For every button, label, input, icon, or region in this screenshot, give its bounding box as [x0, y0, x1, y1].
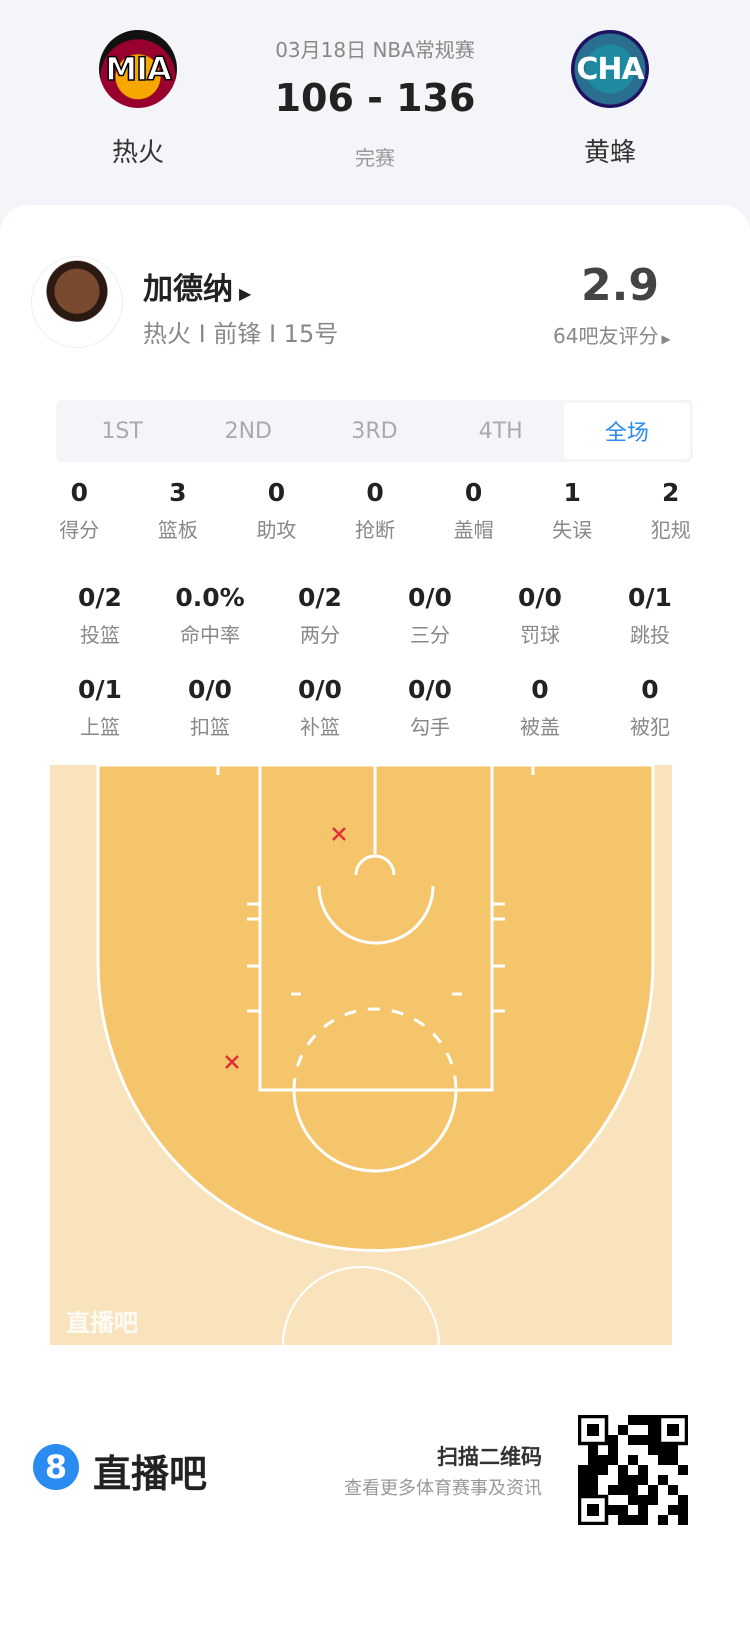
stat-label: 上篮 — [80, 715, 120, 739]
stat-value: 0/0 — [408, 583, 452, 612]
stat-label: 抢断 — [355, 518, 396, 542]
stat-item: 0 助攻 — [227, 478, 326, 543]
player-name: 加德纳 — [143, 272, 233, 307]
stat-label: 犯规 — [650, 518, 691, 542]
stat-label: 补篮 — [300, 715, 340, 739]
caret-right-icon: ▶ — [661, 332, 671, 346]
stat-value: 0 — [366, 478, 384, 507]
stat-value: 0 — [641, 675, 659, 704]
stat-value: 0/0 — [408, 675, 452, 704]
score: 106 - 136 — [274, 76, 476, 120]
stats-row-basic: 0 得分 3 篮板 0 助攻 0 抢断 0 盖帽 1 失误 2 犯规 — [30, 478, 720, 543]
stat-value: 3 — [169, 478, 187, 507]
game-date-league: 03月18日 NBA常规赛 — [275, 38, 475, 62]
stat-item: 1 失误 — [523, 478, 622, 543]
stat-value: 0 — [267, 478, 286, 507]
shot-miss-marker — [225, 1055, 239, 1069]
shot-miss-marker — [332, 827, 346, 841]
stat-item: 0/0 扣篮 — [155, 675, 265, 740]
player-info: 热火 I 前锋 I 15号 — [143, 320, 339, 348]
shot-chart: 直播吧 — [50, 765, 672, 1345]
stat-label: 得分 — [59, 518, 100, 542]
stat-value: 1 — [563, 478, 581, 507]
stats-row-shooting: 0/2 投篮 0.0% 命中率 0/2 两分 0/0 三分 0/0 罚球 0/1 跳投 — [45, 583, 705, 648]
stat-label: 扣篮 — [190, 715, 230, 739]
stat-label: 勾手 — [410, 715, 450, 739]
brand-logo-icon: 8 — [33, 1444, 79, 1490]
stats-row-shot-types: 0/1 上篮 0/0 扣篮 0/0 补篮 0/0 勾手 0 被盖 0 被犯 — [45, 675, 705, 740]
stat-label: 罚球 — [520, 623, 560, 647]
watermark: 直播吧 — [66, 1309, 138, 1337]
tab-3rd[interactable]: 3RD — [351, 418, 398, 444]
stat-item: 0 抢断 — [326, 478, 425, 543]
stat-item: 0/2 投篮 — [45, 583, 155, 648]
period-tabs: 1ST 2ND 3RD 4TH 全场 — [56, 400, 693, 462]
brand-name: 直播吧 — [93, 1452, 208, 1496]
player-avatar[interactable] — [31, 256, 123, 348]
stat-item: 0 盖帽 — [424, 478, 523, 543]
stat-label: 投篮 — [80, 623, 120, 647]
stat-item: 0/0 勾手 — [375, 675, 485, 740]
caret-right-icon: ▶ — [239, 284, 252, 303]
game-status: 完赛 — [355, 146, 395, 170]
stat-value: 0/2 — [78, 583, 122, 612]
scan-subtitle: 查看更多体育赛事及资讯 — [344, 1478, 542, 1499]
stat-value: 0 — [70, 478, 88, 507]
tab-4th[interactable]: 4TH — [478, 418, 523, 444]
stat-value: 0/0 — [188, 675, 232, 704]
court-lines — [216, 765, 535, 1345]
stat-item: 0.0% 命中率 — [155, 583, 265, 648]
stat-value: 0/2 — [298, 583, 342, 612]
stat-value: 0/0 — [518, 583, 562, 612]
stat-value: 0/0 — [298, 675, 342, 704]
stat-label: 篮板 — [157, 518, 198, 542]
stat-value: 0 — [531, 675, 549, 704]
scan-title: 扫描二维码 — [437, 1445, 542, 1469]
player-rating: 2.9 — [581, 260, 659, 311]
tab-full-game[interactable]: 全场 — [563, 403, 691, 459]
stat-item: 0/1 跳投 — [595, 583, 705, 648]
stat-item: 0/0 三分 — [375, 583, 485, 648]
stat-label: 被盖 — [520, 715, 560, 739]
stat-value: 2 — [662, 478, 680, 507]
stat-item: 3 篮板 — [129, 478, 228, 543]
stat-value: 0/1 — [628, 583, 672, 612]
stat-item: 0/0 补篮 — [265, 675, 375, 740]
stat-label: 助攻 — [256, 518, 297, 542]
qr-code[interactable] — [578, 1415, 688, 1525]
stat-value: 0.0% — [175, 583, 245, 612]
stat-label: 被犯 — [630, 715, 670, 739]
stat-label: 三分 — [410, 623, 450, 647]
stat-item: 0/2 两分 — [265, 583, 375, 648]
away-team-name: 黄蜂 — [583, 138, 636, 168]
stat-item: 0 得分 — [30, 478, 129, 543]
tab-2nd[interactable]: 2ND — [224, 418, 272, 444]
stat-item: 0 被犯 — [595, 675, 705, 740]
cha-logo: CHA — [571, 30, 649, 108]
mia-logo: MIA — [99, 30, 177, 108]
stat-item: 0/0 罚球 — [485, 583, 595, 648]
stat-item: 0/1 上篮 — [45, 675, 155, 740]
stat-label: 失误 — [552, 518, 593, 542]
tab-1st[interactable]: 1ST — [101, 418, 143, 444]
stat-item: 0 被盖 — [485, 675, 595, 740]
stat-label: 命中率 — [180, 623, 240, 647]
stat-value: 0/1 — [78, 675, 122, 704]
rating-label: 64吧友评分 — [553, 324, 659, 348]
home-team-name: 热火 — [111, 138, 164, 168]
stat-item: 2 犯规 — [621, 478, 720, 543]
stat-label: 跳投 — [630, 623, 670, 647]
rating-link[interactable]: 64吧友评分 ▶ — [553, 320, 671, 349]
stat-value: 0 — [464, 478, 483, 507]
player-name-link[interactable]: 加德纳 ▶ — [143, 264, 251, 308]
stat-label: 盖帽 — [453, 518, 494, 542]
stat-label: 两分 — [300, 623, 340, 647]
